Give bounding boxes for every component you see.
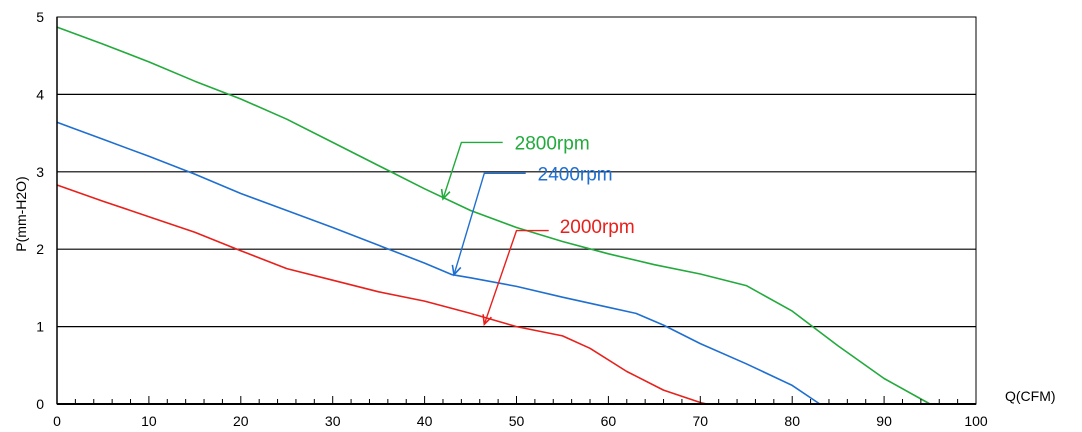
series-label-2000rpm: 2000rpm — [560, 217, 635, 238]
y-tick-label: 0 — [36, 396, 44, 412]
plot-frame — [56, 16, 977, 405]
x-tick-label: 10 — [141, 413, 157, 429]
y-axis-ticks: 0 1 2 3 4 5 — [36, 9, 44, 412]
y-tick-label: 5 — [36, 9, 44, 25]
y-axis-title: P(mm-H2O) — [13, 176, 29, 251]
x-axis-ticks: 0 10 20 30 40 50 60 70 80 90 100 — [53, 396, 988, 429]
callout-leader-2400rpm — [453, 172, 526, 275]
x-tick-label: 50 — [509, 413, 525, 429]
series-line-2000rpm — [56, 184, 707, 405]
series-lines — [56, 26, 931, 405]
x-tick-label: 40 — [417, 413, 433, 429]
y-tick-label: 3 — [36, 164, 44, 180]
callout-arrowhead-2000rpm — [482, 314, 492, 327]
callout-arrowhead-2800rpm — [440, 188, 451, 201]
callout-arrowhead-2400rpm — [451, 264, 462, 277]
series-line-2800rpm — [56, 26, 931, 405]
series-annotations: 2800rpm 2400rpm 2000rpm — [440, 133, 635, 327]
callout-leader-2800rpm — [442, 141, 503, 200]
x-tick-label: 20 — [233, 413, 249, 429]
x-tick-label: 60 — [601, 413, 617, 429]
y-tick-label: 4 — [36, 86, 44, 102]
x-tick-label: 90 — [876, 413, 892, 429]
y-tick-label: 1 — [36, 319, 44, 335]
x-axis-title: Q(CFM) — [1005, 388, 1056, 404]
y-tick-label: 2 — [36, 241, 44, 257]
series-label-2400rpm: 2400rpm — [538, 164, 613, 185]
x-tick-label: 0 — [53, 413, 61, 429]
series-label-2800rpm: 2800rpm — [515, 133, 590, 154]
x-tick-label: 80 — [784, 413, 800, 429]
x-tick-label: 100 — [964, 413, 988, 429]
x-tick-label: 30 — [325, 413, 341, 429]
series-line-2400rpm — [56, 121, 821, 405]
callout-leader-2000rpm — [483, 229, 549, 325]
x-tick-label: 70 — [693, 413, 709, 429]
